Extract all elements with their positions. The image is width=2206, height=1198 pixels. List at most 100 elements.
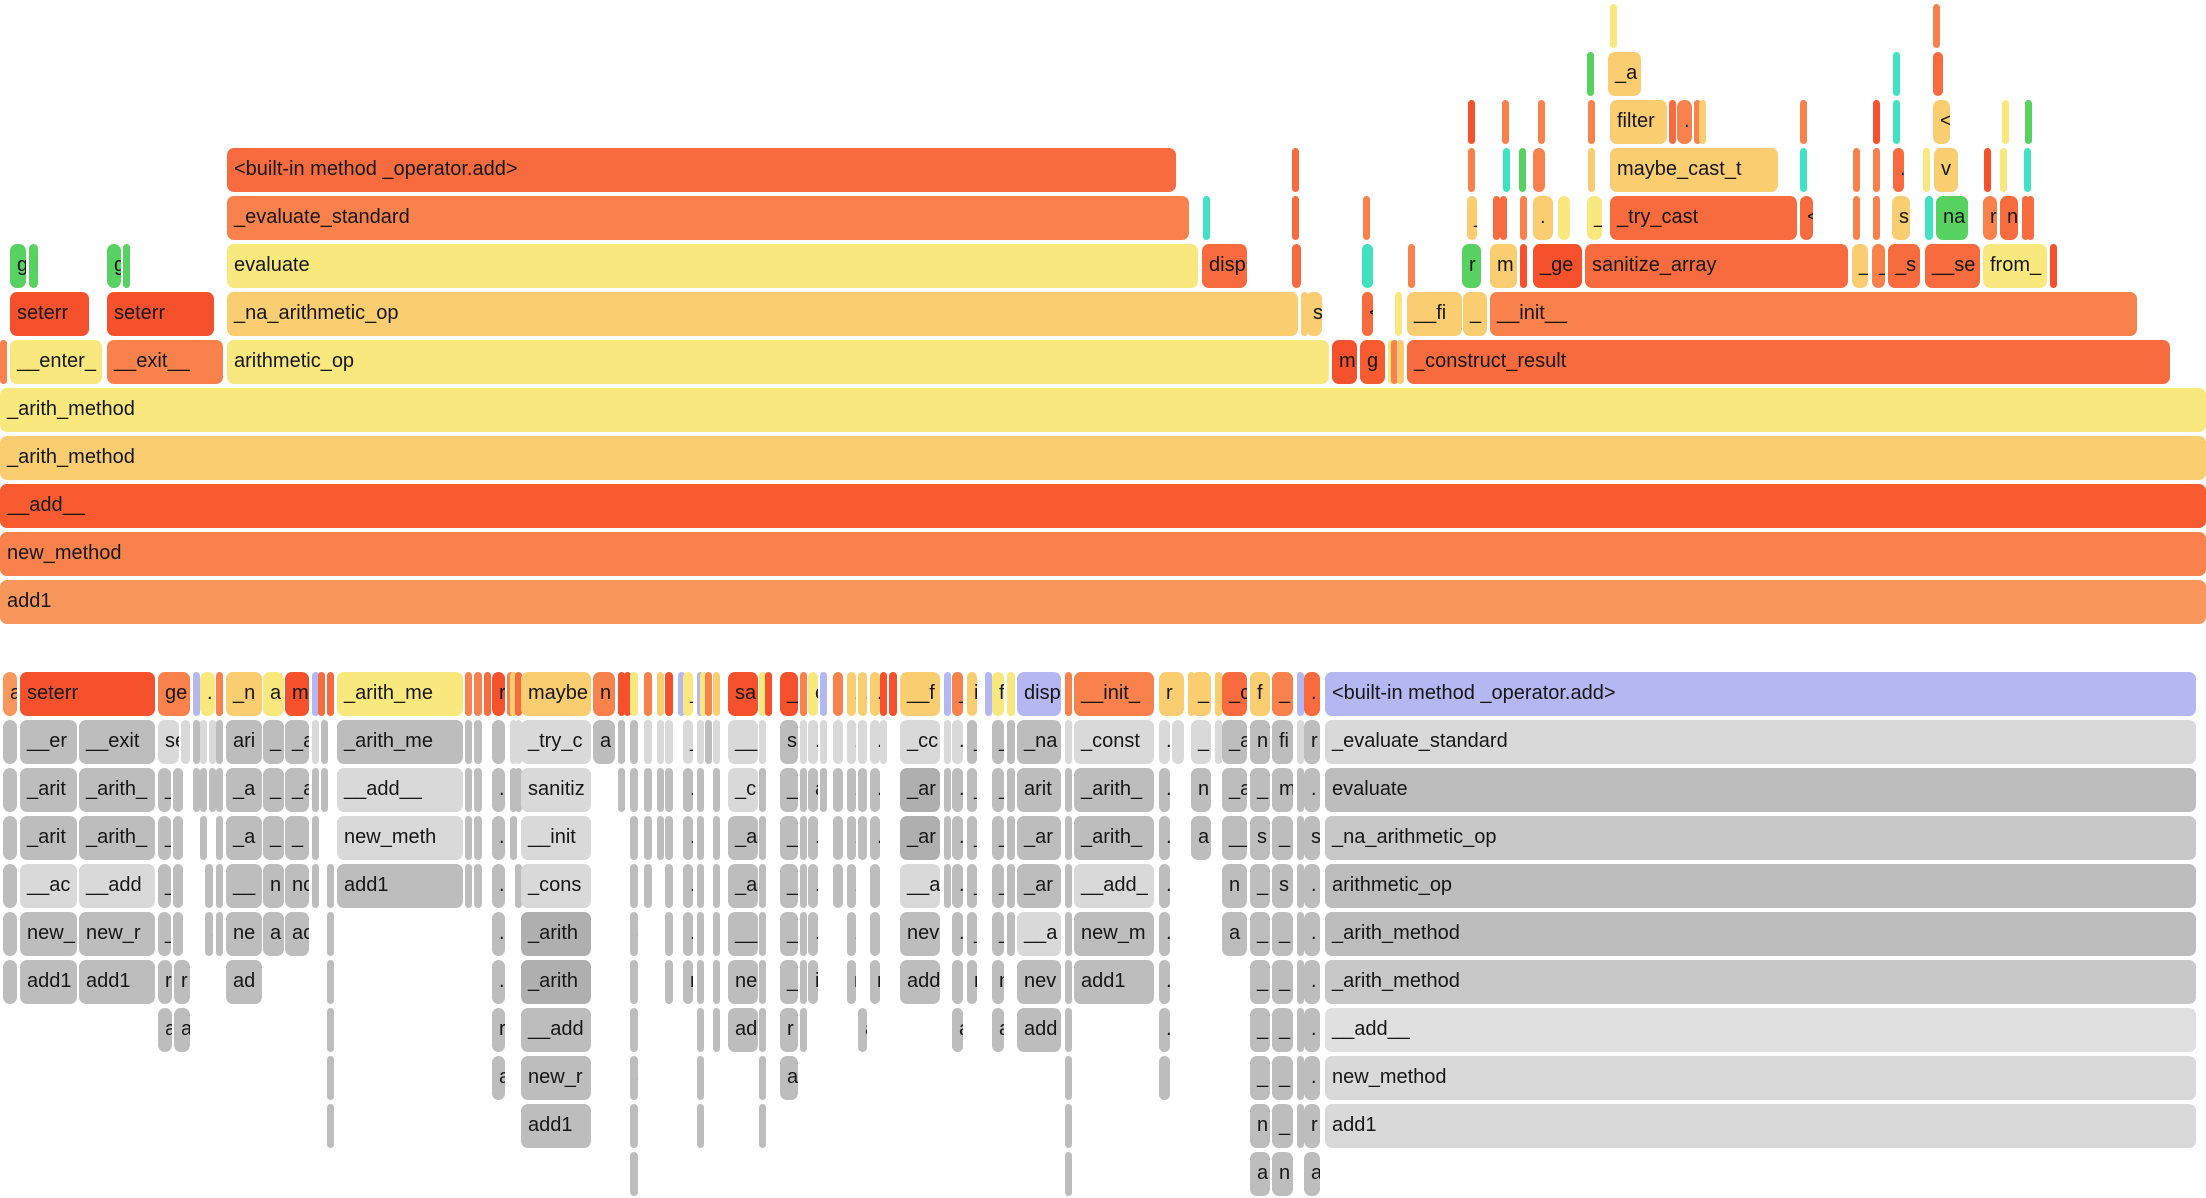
frame-bar[interactable]	[1007, 912, 1015, 956]
frame-bar[interactable]	[820, 672, 827, 716]
frame-bar[interactable]	[2024, 148, 2031, 192]
frame-bar[interactable]: maybe	[521, 672, 591, 716]
frame-bar[interactable]: a	[952, 1008, 963, 1052]
frame-bar[interactable]	[644, 864, 652, 908]
frame-bar[interactable]	[484, 672, 491, 716]
frame-bar[interactable]: a	[263, 912, 284, 956]
frame-bar[interactable]	[474, 672, 482, 716]
frame-bar[interactable]	[1520, 196, 1527, 240]
frame-bar[interactable]: .	[847, 912, 856, 956]
frame-bar[interactable]: a	[780, 1056, 798, 1100]
frame-bar[interactable]: _	[683, 720, 693, 764]
frame-bar[interactable]: s	[1892, 196, 1910, 240]
frame-bar[interactable]	[759, 720, 766, 764]
frame-bar[interactable]: .	[870, 720, 880, 764]
frame-bar[interactable]: _	[1191, 672, 1211, 716]
frame-bar[interactable]: .	[1397, 340, 1404, 384]
frame-bar[interactable]	[759, 960, 766, 1004]
frame-bar[interactable]	[800, 720, 807, 764]
frame-bar[interactable]	[29, 244, 38, 288]
frame-bar[interactable]: _arit	[20, 768, 77, 812]
frame-bar[interactable]: _	[1250, 1056, 1270, 1100]
frame-bar[interactable]	[312, 864, 319, 908]
frame-bar[interactable]	[173, 912, 183, 956]
frame-bar[interactable]: .	[492, 912, 505, 956]
frame-bar[interactable]: .	[665, 864, 673, 908]
frame-bar[interactable]: n	[2000, 196, 2018, 240]
frame-bar[interactable]: a	[630, 912, 638, 956]
frame-bar[interactable]: new_	[20, 912, 77, 956]
frame-bar[interactable]: s	[1306, 292, 1322, 336]
frame-bar[interactable]: __er	[20, 720, 77, 764]
frame-bar[interactable]	[1923, 148, 1930, 192]
frame-bar[interactable]	[713, 768, 720, 812]
frame-bar[interactable]: _	[992, 912, 1004, 956]
frame-bar[interactable]: _	[1272, 816, 1293, 860]
frame-bar[interactable]: n	[1272, 1152, 1293, 1196]
frame-bar[interactable]	[697, 1056, 704, 1100]
frame-bar[interactable]	[800, 816, 807, 860]
frame-bar[interactable]: .	[808, 864, 818, 908]
frame-bar[interactable]: .	[808, 816, 818, 860]
frame-bar[interactable]: add1	[521, 1104, 591, 1148]
frame-bar[interactable]	[2050, 244, 2057, 288]
frame-bar[interactable]: a	[174, 1008, 190, 1052]
frame-bar[interactable]: a	[630, 1056, 638, 1100]
frame-bar[interactable]: _	[967, 864, 977, 908]
frame-bar[interactable]	[759, 912, 766, 956]
frame-bar[interactable]: m	[285, 672, 309, 716]
frame-bar[interactable]: __add__	[1325, 1008, 2196, 1052]
frame-bar[interactable]	[312, 720, 319, 764]
frame-bar[interactable]	[1007, 720, 1015, 764]
frame-bar[interactable]: .	[1304, 960, 1320, 1004]
frame-bar[interactable]	[1800, 148, 1807, 192]
frame-bar[interactable]	[833, 864, 843, 908]
frame-bar[interactable]	[1694, 100, 1701, 144]
frame-bar[interactable]: .	[1893, 148, 1904, 192]
frame-bar[interactable]: _a	[1608, 52, 1641, 96]
frame-bar[interactable]	[173, 816, 183, 860]
frame-bar[interactable]: sa	[728, 672, 758, 716]
frame-bar[interactable]: .	[630, 768, 638, 812]
frame-bar[interactable]: .	[318, 672, 325, 716]
frame-bar[interactable]	[1065, 1008, 1072, 1052]
frame-bar[interactable]: .	[200, 672, 215, 716]
frame-bar[interactable]	[800, 912, 807, 956]
frame-bar[interactable]: r	[174, 960, 190, 1004]
frame-bar[interactable]: _a	[1222, 768, 1247, 812]
frame-bar[interactable]: _a	[285, 768, 309, 812]
frame-bar[interactable]: r	[1159, 672, 1184, 716]
frame-bar[interactable]: .	[847, 768, 856, 812]
frame-bar[interactable]: _arith	[521, 912, 591, 956]
frame-bar[interactable]	[474, 720, 482, 764]
frame-bar[interactable]	[1395, 292, 1402, 336]
frame-bar[interactable]: fi	[1272, 720, 1293, 764]
frame-bar[interactable]: add1	[337, 864, 463, 908]
frame-bar[interactable]: _arith_me	[337, 672, 463, 716]
frame-bar[interactable]: n	[992, 960, 1004, 1004]
frame-bar[interactable]	[944, 672, 951, 716]
frame-bar[interactable]: g	[107, 244, 121, 288]
frame-bar[interactable]: _ge	[1533, 244, 1582, 288]
frame-bar[interactable]	[3, 768, 17, 812]
frame-bar[interactable]: _	[1852, 244, 1868, 288]
frame-bar[interactable]: _evaluate_standard	[1325, 720, 2196, 764]
frame-bar[interactable]: c	[808, 672, 818, 716]
frame-bar[interactable]: r	[1304, 1104, 1320, 1148]
frame-bar[interactable]: new_r	[521, 1056, 591, 1100]
frame-bar[interactable]: maybe_cast_t	[1610, 148, 1778, 192]
frame-bar[interactable]	[618, 672, 625, 716]
frame-bar[interactable]: _a	[226, 768, 262, 812]
frame-bar[interactable]: s	[780, 720, 798, 764]
frame-bar[interactable]: _	[158, 768, 171, 812]
frame-bar[interactable]: .	[1304, 1008, 1320, 1052]
frame-bar[interactable]	[193, 768, 200, 812]
frame-bar[interactable]: _	[992, 816, 1004, 860]
frame-bar[interactable]: _a	[1222, 720, 1247, 764]
frame-bar[interactable]: r	[1462, 244, 1481, 288]
frame-bar[interactable]	[1933, 4, 1940, 48]
frame-bar[interactable]	[1538, 100, 1545, 144]
frame-bar[interactable]: __init_	[1074, 672, 1154, 716]
frame-bar[interactable]	[1172, 720, 1184, 764]
frame-bar[interactable]	[657, 672, 664, 716]
